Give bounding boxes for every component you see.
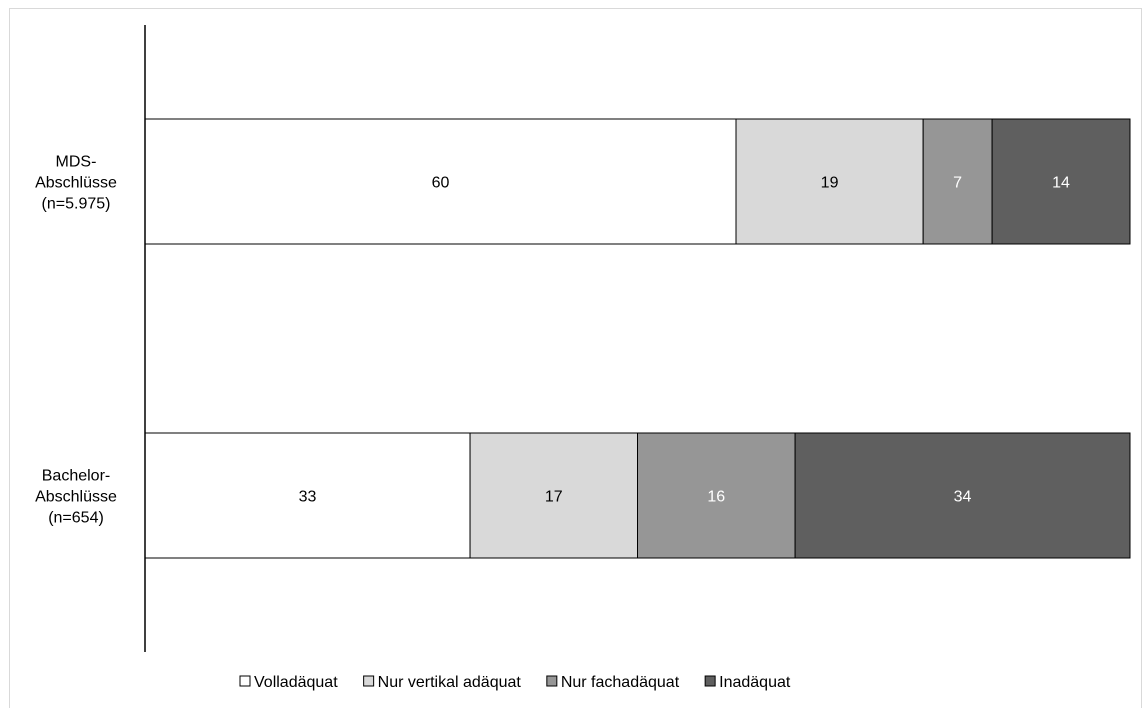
legend-label-3: Nur fachadäquat <box>561 674 680 691</box>
bars-layer: 60 19 7 14 33 17 16 34 <box>144 118 1131 559</box>
category-label-2: Bachelor- Abschlüsse (n=654) <box>35 468 117 527</box>
data-label-1-3: 7 <box>953 175 962 192</box>
category-label-line: MDS- <box>56 154 97 171</box>
legend-swatch-4 <box>704 675 716 687</box>
category-label-line: (n=5.975) <box>42 196 111 213</box>
data-label-1-4: 14 <box>1052 175 1070 192</box>
data-label-2-1: 33 <box>299 489 317 506</box>
category-label-1: MDS- Abschlüsse (n=5.975) <box>35 154 117 213</box>
legend: Volladäquat Nur vertikal adäquat Nur facha… <box>239 674 791 691</box>
legend-label-2: Nur vertikal adäquat <box>378 674 522 691</box>
bar-segment-1-4 <box>991 118 1131 245</box>
category-label-line: Bachelor- <box>42 468 110 485</box>
bar-segment-1-1 <box>144 118 737 245</box>
bar-segment-2-4 <box>794 432 1131 559</box>
category-label-line: Abschlüsse <box>35 175 117 192</box>
chart-frame <box>9 8 1142 708</box>
bar-segment-1-3 <box>922 118 993 245</box>
category-label-line: (n=654) <box>48 510 104 527</box>
data-label-2-3: 16 <box>707 489 725 506</box>
legend-label-4: Inadäquat <box>719 674 791 691</box>
category-label-line: Abschlüsse <box>35 489 117 506</box>
bar-segment-2-2 <box>469 432 638 559</box>
data-label-1-2: 19 <box>821 175 839 192</box>
category-labels: MDS- Abschlüsse (n=5.975) Bachelor- Abschlüs… <box>35 154 117 527</box>
bar-segment-1-2 <box>735 118 924 245</box>
legend-swatch-2 <box>363 675 375 687</box>
data-label-2-4: 34 <box>954 489 972 506</box>
data-label-2-2: 17 <box>545 489 563 506</box>
legend-swatch-1 <box>239 675 251 687</box>
legend-label-1: Volladäquat <box>254 674 338 691</box>
legend-swatch-3 <box>546 675 558 687</box>
data-label-1-1: 60 <box>432 175 450 192</box>
